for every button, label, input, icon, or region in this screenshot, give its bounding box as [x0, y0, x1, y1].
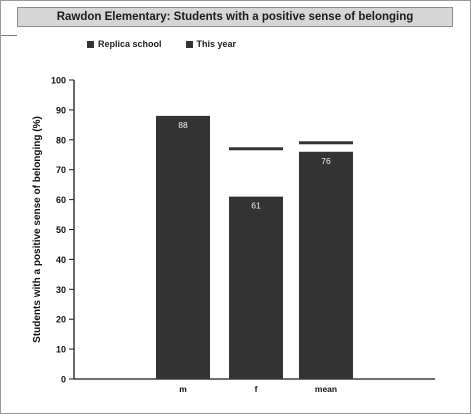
bar-data-label: 76 [321, 156, 331, 166]
y-tick-label: 10 [56, 345, 66, 355]
chart-title: Rawdon Elementary: Students with a posit… [56, 11, 414, 23]
y-axis-label: Students with a positive sense of belong… [32, 116, 43, 343]
legend-label-this-year: This year [196, 39, 237, 49]
legend-label-replica: Replica school [98, 39, 162, 49]
y-tick-label: 60 [56, 195, 66, 205]
divider [1, 35, 17, 36]
y-tick-label: 50 [56, 225, 66, 235]
legend-swatch-replica [87, 40, 94, 48]
y-tick-label: 30 [56, 285, 66, 295]
y-tick-label: 20 [56, 315, 66, 325]
y-tick-label: 40 [56, 255, 66, 265]
y-tick-label: 0 [61, 375, 66, 385]
legend-item-replica: Replica school [87, 39, 162, 49]
y-tick-label: 80 [56, 135, 66, 145]
y-tick-label: 90 [56, 105, 66, 115]
bar-this-year-mean [299, 151, 353, 379]
legend-item-this-year: This year [185, 39, 237, 49]
y-tick-label: 70 [56, 165, 66, 175]
replica-marker-f [229, 147, 283, 151]
legend: Replica school This year [87, 37, 260, 51]
chart-title-bar: Rawdon Elementary: Students with a posit… [17, 7, 453, 27]
y-tick-label: 100 [51, 76, 66, 86]
x-tick-label: mean [315, 384, 337, 394]
legend-swatch-this-year [185, 40, 193, 48]
x-tick-label: m [179, 384, 187, 394]
replica-marker-mean [299, 141, 353, 145]
bar-data-label: 61 [251, 201, 261, 211]
bar-this-year-f [229, 196, 283, 379]
x-tick-label: f [255, 384, 258, 394]
bar-this-year-m [156, 115, 210, 379]
bar-data-label: 88 [178, 120, 188, 130]
